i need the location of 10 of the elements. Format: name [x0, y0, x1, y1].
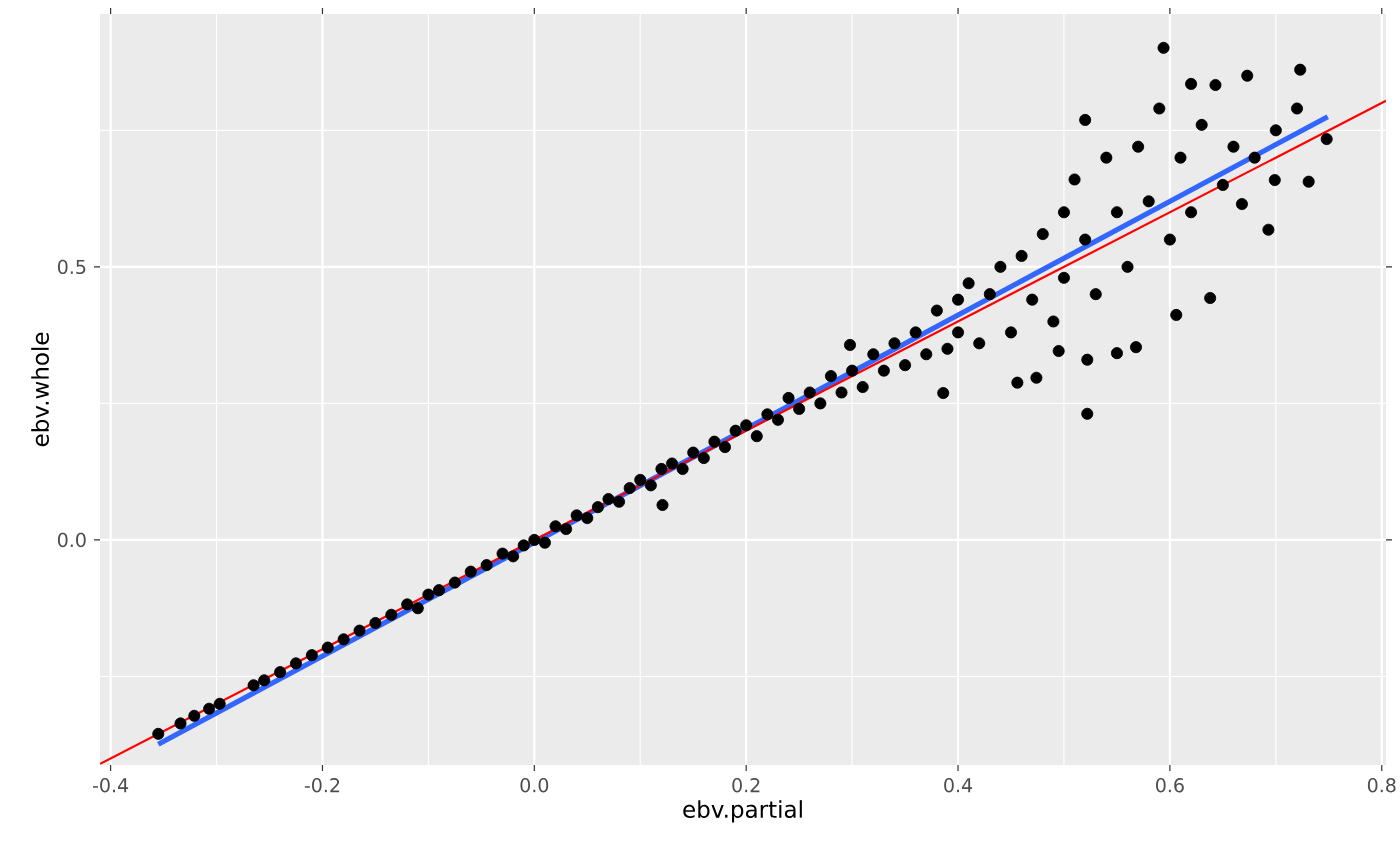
x-tick-label: -0.2	[304, 778, 340, 793]
x-tick-label: 0.2	[732, 778, 760, 793]
x-tick-label: 0.6	[1156, 778, 1184, 793]
x-tick-label: 0.4	[944, 778, 973, 793]
x-tick-label: -0.4	[93, 778, 129, 793]
x-tick-label: 0.8	[1367, 778, 1396, 793]
y-axis-title: ebv.whole	[31, 332, 49, 447]
y-tick-label: 0.5	[57, 259, 86, 275]
x-axis-title: ebv.partial	[683, 800, 802, 823]
x-tick-label: 0.0	[520, 778, 549, 793]
